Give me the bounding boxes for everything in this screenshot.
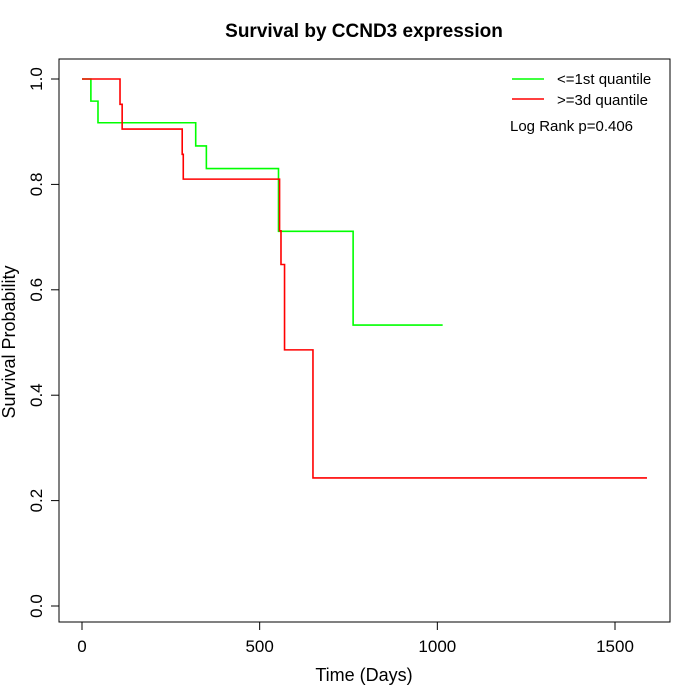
y-tick-label: 0.2 xyxy=(27,489,46,513)
y-tick-label: 0.0 xyxy=(27,594,46,618)
y-axis-label: Survival Probability xyxy=(0,265,19,418)
x-tick-label: 500 xyxy=(245,637,273,656)
y-tick-label: 1.0 xyxy=(27,67,46,91)
plot-frame xyxy=(58,58,671,623)
chart-title: Survival by CCND3 expression xyxy=(225,21,503,42)
series-line-low xyxy=(82,78,443,326)
log-rank-annotation: Log Rank p=0.406 xyxy=(510,118,633,135)
y-tick-label: 0.4 xyxy=(27,383,46,407)
legend-label-high: >=3d quantile xyxy=(557,92,648,109)
x-tick-label: 0 xyxy=(77,637,86,656)
x-axis-label: Time (Days) xyxy=(315,665,412,685)
legend: <=1st quantile >=3d quantile Log Rank p=… xyxy=(510,71,651,135)
y-axis: 0.0 0.2 0.4 0.6 0.8 1.0 xyxy=(27,67,60,618)
y-tick-label: 0.6 xyxy=(27,278,46,302)
x-tick-label: 1000 xyxy=(418,637,456,656)
series-layer xyxy=(82,78,647,479)
series-line-high xyxy=(82,78,647,479)
x-tick-label: 1500 xyxy=(596,637,634,656)
y-tick-label: 0.8 xyxy=(27,173,46,197)
legend-label-low: <=1st quantile xyxy=(557,71,651,88)
x-axis: 0 500 1000 1500 xyxy=(77,621,634,656)
